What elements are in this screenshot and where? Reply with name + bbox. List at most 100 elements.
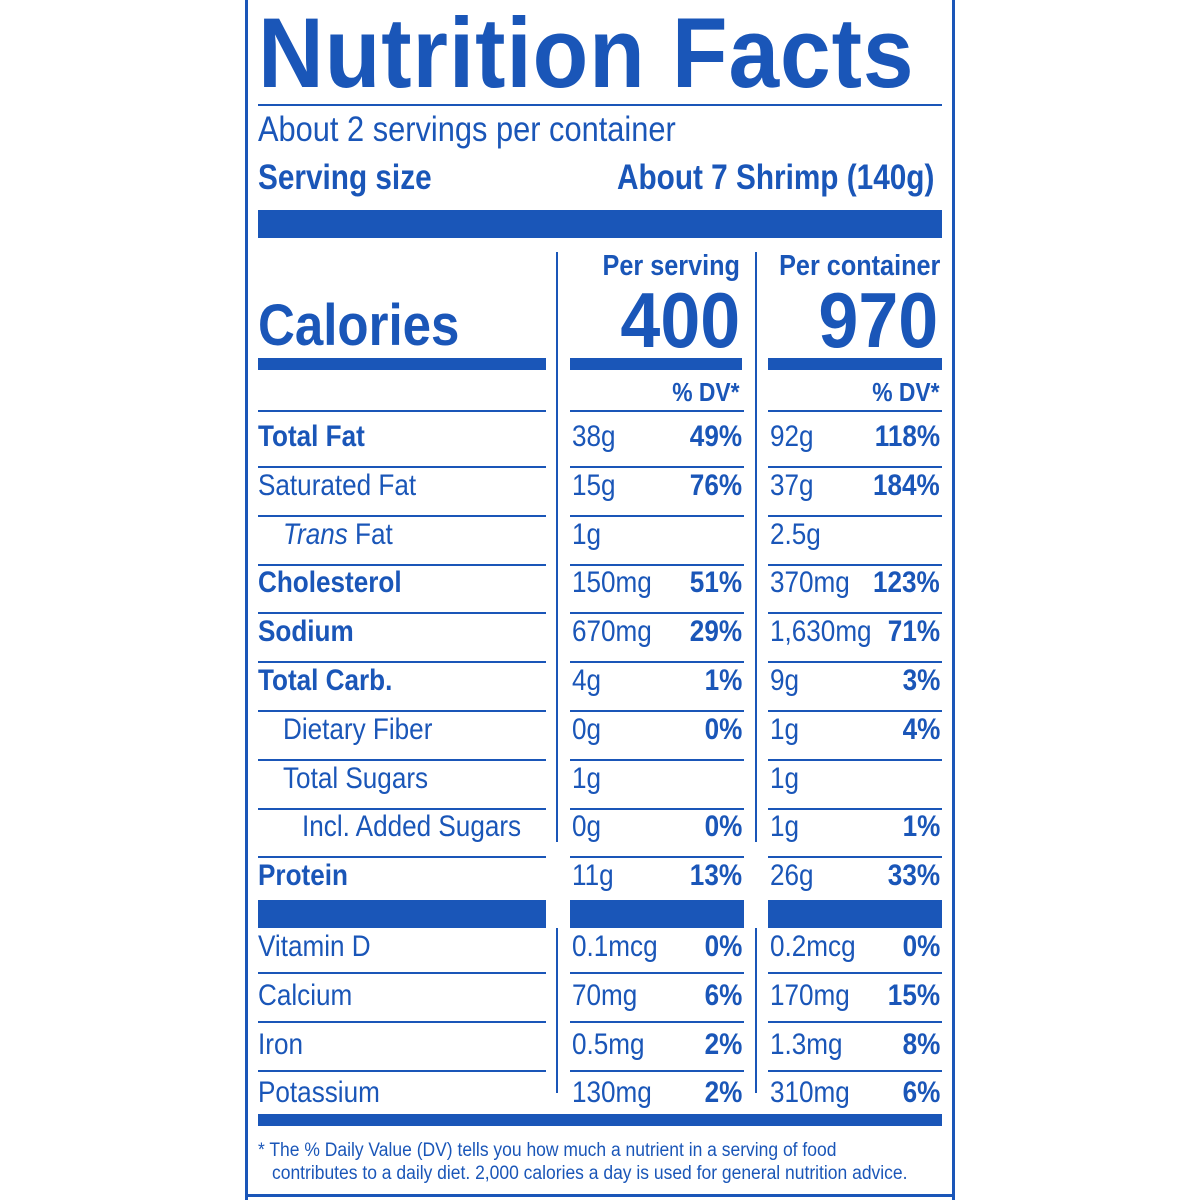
vitamin-1-rule-label	[258, 1021, 546, 1023]
thick-bar-top	[258, 210, 942, 238]
serving-dv-percent: 13%	[689, 859, 742, 893]
calories-bar-3	[768, 358, 942, 370]
nutrient-6-rule-label	[258, 759, 546, 761]
serving-dv-percent: 76%	[689, 468, 742, 502]
dv-header-serving: % DV*	[672, 377, 740, 407]
vitamin-container-dv-percent: 8%	[902, 1027, 940, 1061]
footnote-line-2: contributes to a daily diet. 2,000 calor…	[272, 1163, 908, 1184]
vitamin-2-rule-serving	[570, 1070, 744, 1072]
nutrient-1-rule-serving	[570, 515, 744, 517]
vitamin-container-dv-percent: 15%	[887, 978, 940, 1012]
vitamin-serving-dv-percent: 0%	[704, 930, 742, 963]
nutrient-label: Protein	[258, 859, 348, 893]
footnote-line-1: * The % Daily Value (DV) tells you how m…	[258, 1140, 837, 1161]
nutrient-7-rule-container	[768, 808, 942, 810]
nutrient-5-rule-serving	[570, 710, 744, 712]
container-amount: 26g	[770, 859, 814, 893]
nutrient-1-rule-label	[258, 515, 546, 517]
vitamin-serving-amount: 0.5mg	[572, 1027, 645, 1061]
serving-dv-percent: 29%	[689, 615, 742, 649]
nutrient-0-rule-label	[258, 466, 546, 468]
container-dv-percent: 184%	[873, 468, 940, 502]
vitamin-container-amount: 310mg	[770, 1076, 850, 1110]
serving-amount: 150mg	[572, 566, 652, 600]
nutrient-4-rule-label	[258, 661, 546, 663]
vitamin-serving-amount: 130mg	[572, 1076, 652, 1110]
footnote-bar	[258, 1114, 942, 1126]
nutrient-3-rule-serving	[570, 612, 744, 614]
container-amount: 9g	[770, 664, 800, 697]
vitamin-bar-2	[570, 900, 744, 928]
container-dv-percent: 1%	[902, 810, 940, 844]
vitamin-label: Potassium	[258, 1076, 380, 1110]
nutrient-label: Dietary Fiber	[283, 712, 433, 746]
nutrient-label: Incl. Added Sugars	[302, 810, 522, 844]
dv-header-rule-container	[768, 410, 942, 412]
container-dv-percent: 71%	[887, 615, 940, 649]
nutrient-label: Total Fat	[258, 420, 365, 453]
serving-amount: 670mg	[572, 615, 652, 649]
calories-bar-1	[258, 358, 546, 370]
container-amount: 1g	[770, 712, 800, 746]
serving-size-label: Serving size	[258, 158, 432, 197]
column-divider-1	[556, 252, 558, 842]
vitamin-serving-amount: 0.1mcg	[572, 930, 658, 963]
vitamin-0-rule-label	[258, 972, 546, 974]
nutrient-5-rule-label	[258, 710, 546, 712]
vitamin-serving-dv-percent: 2%	[704, 1076, 742, 1110]
container-dv-percent: 123%	[873, 566, 940, 600]
calories-per-serving: 400	[620, 276, 740, 364]
vitamin-bar-3	[768, 900, 942, 928]
serving-dv-percent: 51%	[689, 566, 742, 600]
nutrient-2-rule-container	[768, 564, 942, 566]
label-bottom-border	[245, 1194, 955, 1197]
container-dv-percent: 33%	[887, 859, 940, 893]
nutrient-label: Saturated Fat	[258, 468, 417, 502]
nutrient-0-rule-container	[768, 466, 942, 468]
dv-header-rule-serving	[570, 410, 744, 412]
nutrient-3-rule-label	[258, 612, 546, 614]
container-amount: 1g	[770, 761, 800, 795]
nutrient-7-rule-label	[258, 808, 546, 810]
nutrient-label: Cholesterol	[258, 566, 402, 600]
dv-header-rule-label	[258, 410, 546, 412]
serving-amount: 38g	[572, 420, 616, 453]
nutrient-8-rule-container	[768, 856, 942, 858]
serving-dv-percent: 0%	[704, 810, 742, 844]
vitamin-serving-amount: 70mg	[572, 978, 638, 1012]
vitamin-label: Iron	[258, 1027, 303, 1061]
serving-size-value: About 7 Shrimp (140g)	[616, 158, 934, 197]
nutrient-label-italic: Trans	[283, 517, 348, 551]
nutrient-label: Sodium	[258, 615, 354, 649]
serving-dv-percent: 1%	[704, 664, 742, 697]
vitamin-container-amount: 1.3mg	[770, 1027, 843, 1061]
column-divider-1b	[556, 928, 558, 1093]
vitamin-2-rule-container	[768, 1070, 942, 1072]
column-divider-2	[755, 252, 757, 842]
per-container-header: Per container	[778, 250, 940, 282]
vitamin-1-rule-serving	[570, 1021, 744, 1023]
serving-amount: 0g	[572, 810, 602, 844]
nutrient-6-rule-container	[768, 759, 942, 761]
nutrient-7-rule-serving	[570, 808, 744, 810]
vitamin-2-rule-label	[258, 1070, 546, 1072]
nutrient-4-rule-serving	[570, 661, 744, 663]
vitamin-label: Vitamin D	[258, 930, 371, 963]
title-rule	[258, 104, 942, 106]
servings-per-container: About 2 servings per container	[258, 110, 676, 149]
nutrient-label: Total Carb.	[258, 664, 393, 697]
nutrient-label: Trans Fat	[283, 518, 393, 552]
serving-dv-percent: 0%	[704, 712, 742, 746]
container-dv-percent: 4%	[902, 712, 940, 746]
serving-amount: 11g	[572, 859, 614, 893]
serving-amount: 0g	[572, 712, 602, 746]
serving-amount: 15g	[572, 468, 616, 502]
calories-label: Calories	[258, 293, 460, 358]
per-serving-header: Per serving	[602, 250, 740, 282]
serving-dv-percent: 49%	[689, 420, 742, 453]
container-dv-percent: 118%	[874, 420, 940, 453]
vitamin-serving-dv-percent: 6%	[704, 978, 742, 1012]
vitamin-label: Calcium	[258, 978, 353, 1012]
container-amount: 37g	[770, 468, 814, 502]
nutrient-8-rule-serving	[570, 856, 744, 858]
